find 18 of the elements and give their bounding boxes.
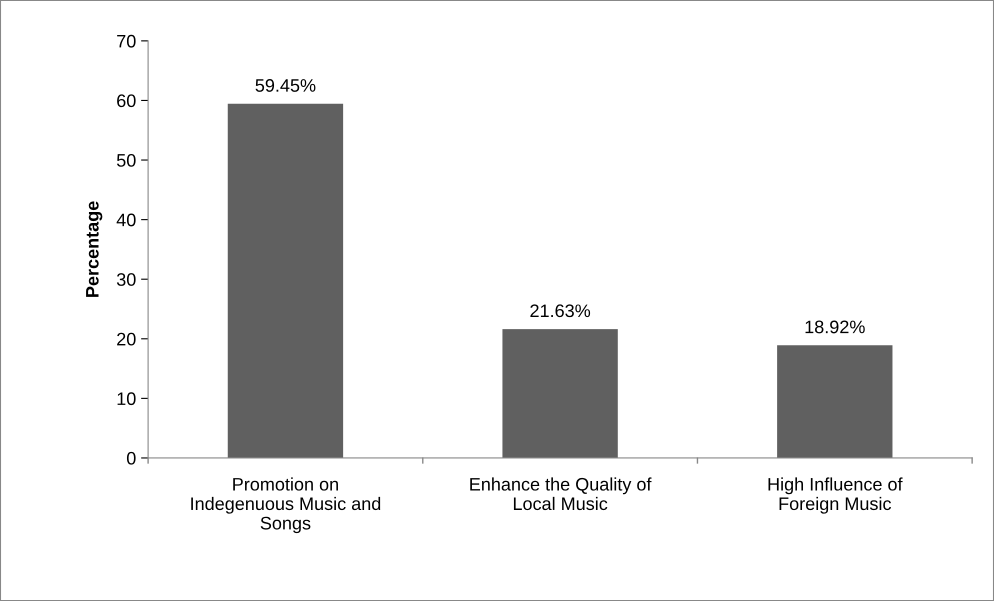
- y-tick-label: 50: [116, 154, 136, 167]
- data-label: 21.63%: [530, 304, 590, 318]
- y-axis-title: Percentage: [86, 201, 102, 297]
- x-tick-label: High Influence of Foreign Music: [768, 477, 903, 514]
- y-tick-label: 60: [117, 94, 136, 108]
- bar: [777, 345, 892, 458]
- y-tick-label: 10: [118, 392, 136, 406]
- y-tick-label: 0: [126, 452, 136, 465]
- bar: [228, 104, 344, 458]
- y-tick-label: 20: [117, 332, 136, 346]
- data-label: 18.92%: [806, 320, 865, 334]
- y-tick-label: 70: [117, 34, 136, 48]
- y-tick-label: 40: [116, 214, 136, 226]
- x-tick-label: Enhance the Quality of Local Music: [470, 477, 652, 510]
- y-tick-label: 30: [116, 273, 136, 286]
- data-label: 59.45%: [256, 79, 316, 92]
- bar: [502, 329, 618, 458]
- x-tick-label: Promotion on Indegenuous Music and Songs: [191, 477, 380, 534]
